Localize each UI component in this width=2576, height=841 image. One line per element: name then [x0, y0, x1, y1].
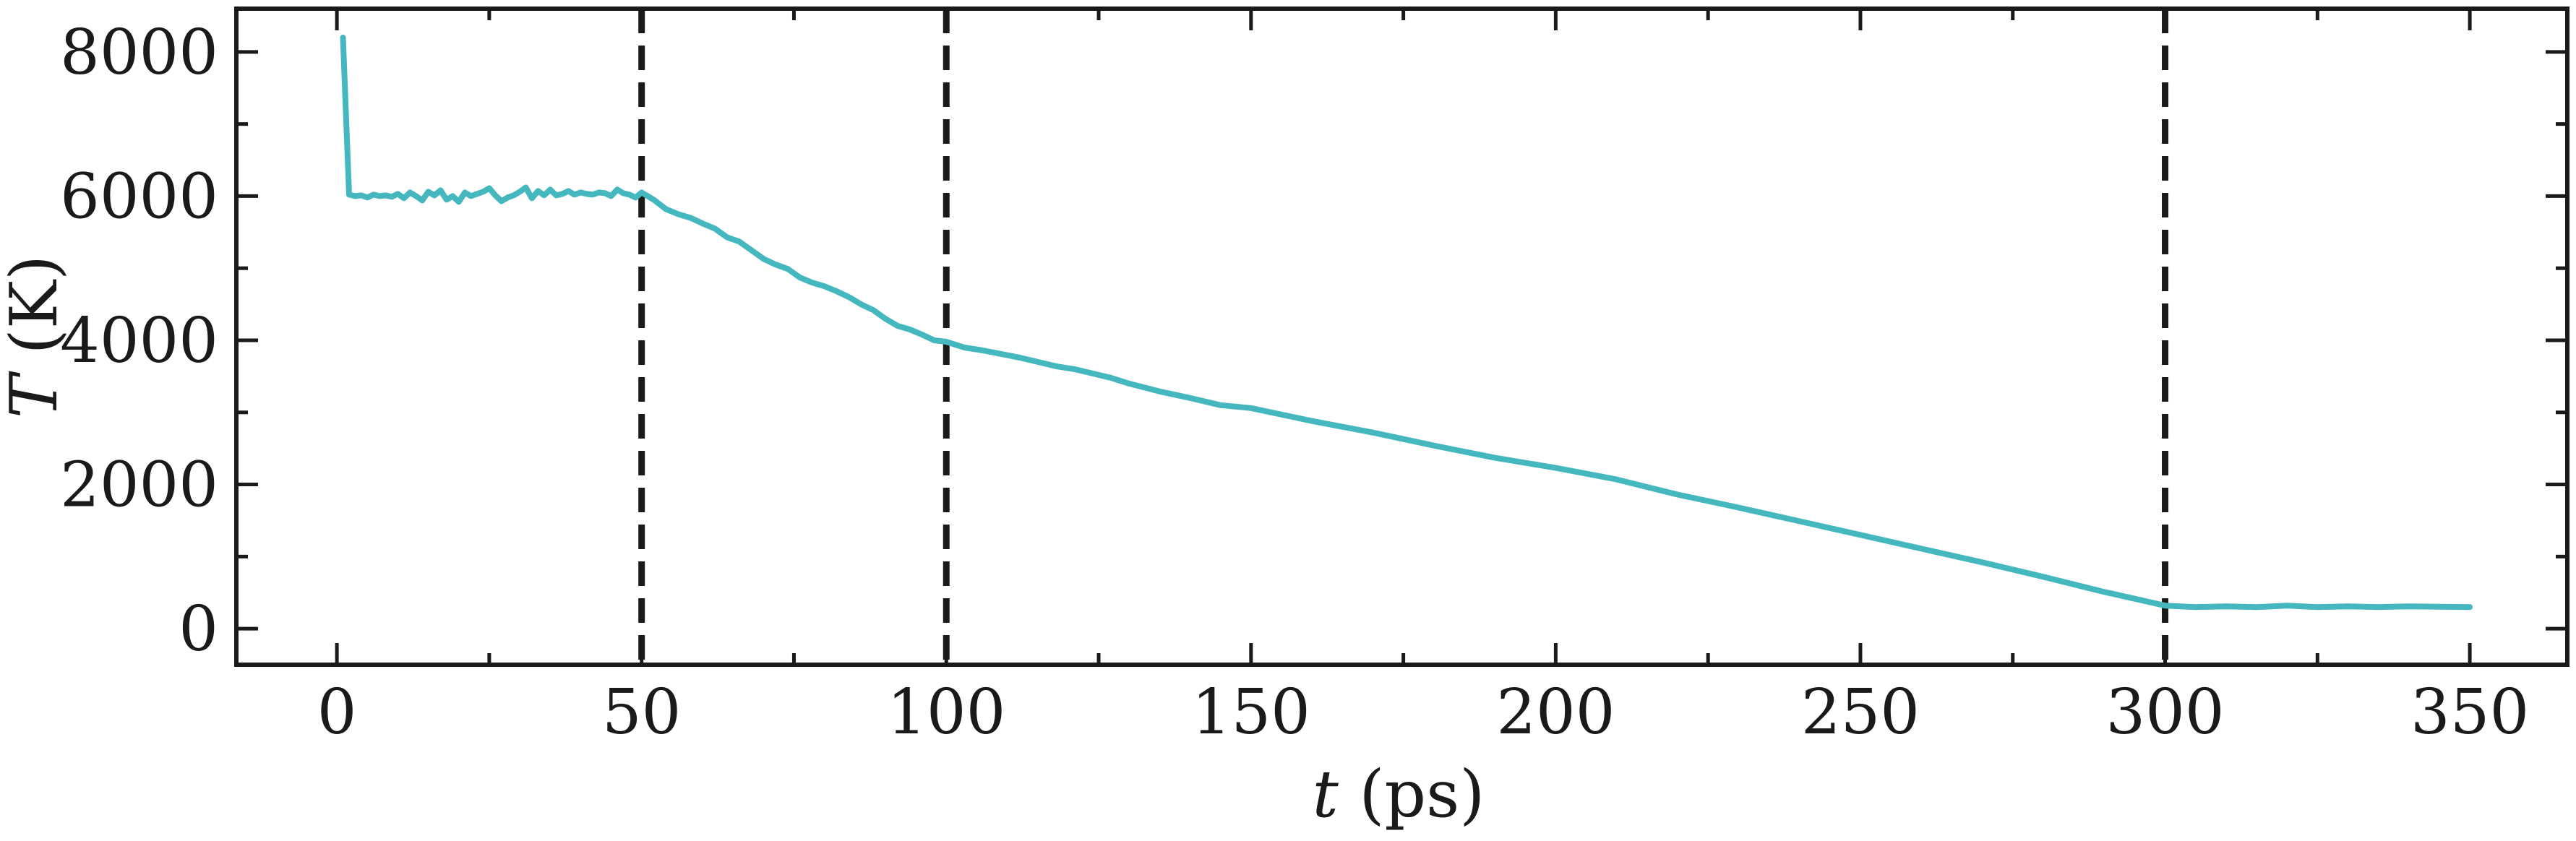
- y-axis-label: T (K): [0, 255, 72, 418]
- y-axis-symbol: T: [0, 371, 72, 418]
- x-axis-unit: (ps): [1339, 756, 1485, 832]
- y-tick-label: 2000: [60, 449, 218, 522]
- x-tick-label: 50: [602, 676, 681, 749]
- x-axis-label: t (ps): [1313, 756, 1485, 832]
- x-tick-label: 300: [2105, 676, 2224, 749]
- y-axis-unit: (K): [0, 255, 72, 375]
- x-tick-label: 150: [1192, 676, 1310, 749]
- y-tick-label: 4000: [60, 305, 218, 377]
- x-tick-label: 100: [887, 676, 1005, 749]
- plot-frame: [234, 7, 2569, 667]
- temperature-series-line: [340, 34, 2473, 611]
- y-tick-label: 6000: [60, 160, 218, 233]
- x-axis-symbol: t: [1313, 756, 1339, 832]
- y-tick-label: 0: [179, 593, 218, 665]
- x-tick-label: 350: [2410, 676, 2529, 749]
- y-tick-labels: 0 2000 4000 6000 8000: [60, 17, 218, 665]
- x-tick-label: 0: [317, 676, 357, 749]
- x-tick-label: 200: [1496, 676, 1615, 749]
- vertical-reference-lines: [638, 9, 2169, 665]
- y-tick-label: 8000: [60, 17, 218, 89]
- x-tick-labels: 0 50 100 150 200 250 300 350: [317, 676, 2529, 749]
- x-tick-label: 250: [1801, 676, 1920, 749]
- axis-ticks: [236, 9, 2567, 665]
